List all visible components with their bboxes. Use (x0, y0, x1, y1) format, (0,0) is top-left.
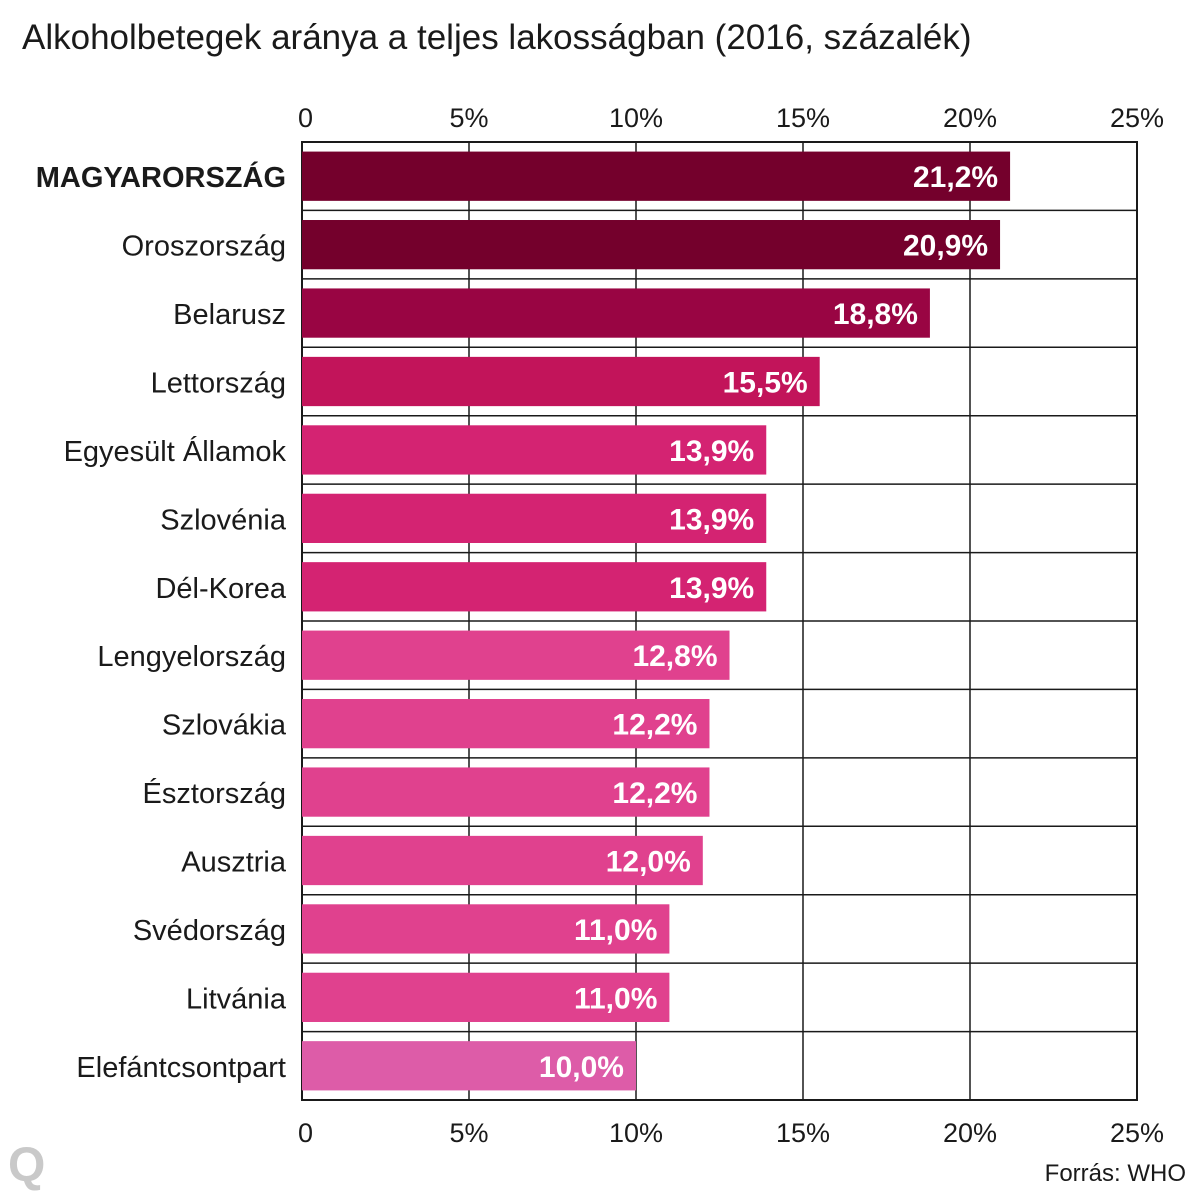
bar (302, 630, 730, 680)
bar-value-label: 20,9% (903, 230, 988, 263)
bar-value-label: 12,8% (632, 640, 717, 673)
source-note: Forrás: WHO (1044, 1160, 1186, 1187)
x-tick-label-top: 5% (449, 103, 488, 133)
bar (302, 425, 767, 475)
category-label: Elefántcsontpart (76, 1052, 286, 1084)
bar (302, 972, 670, 1022)
bar (302, 151, 1011, 201)
x-tick-label-bottom: 25% (1110, 1118, 1164, 1148)
bar (302, 767, 710, 817)
category-label: Svédország (133, 915, 286, 947)
x-tick-label-top: 20% (943, 103, 997, 133)
bar-value-label: 13,9% (669, 435, 754, 468)
bar-value-label: 12,2% (612, 709, 697, 742)
x-tick-label-bottom: 15% (776, 1118, 830, 1148)
category-label: Lengyelország (97, 641, 286, 673)
bar (302, 288, 930, 338)
x-tick-label-top: 15% (776, 103, 830, 133)
x-tick-label-top: 0 (298, 103, 313, 133)
category-label: Oroszország (122, 231, 286, 263)
category-label: Dél-Korea (155, 573, 286, 605)
category-label: Egyesült Államok (64, 435, 287, 468)
bar-value-label: 12,2% (612, 777, 697, 810)
bar-value-label: 15,5% (723, 367, 808, 400)
x-tick-label-bottom: 10% (609, 1118, 663, 1148)
bar (302, 835, 703, 886)
bar (302, 699, 710, 749)
category-label: Litvánia (186, 983, 287, 1015)
x-tick-label-bottom: 0 (298, 1118, 313, 1148)
category-label: Ausztria (181, 847, 287, 879)
bar (302, 904, 670, 954)
bar-value-label: 12,0% (606, 846, 691, 879)
q-logo: Q (8, 1139, 46, 1192)
bar (302, 493, 767, 543)
bar-value-label: 11,0% (574, 914, 657, 947)
bar-value-label: 18,8% (833, 298, 918, 331)
bar-value-label: 10,0% (539, 1051, 624, 1084)
category-label: Észtország (143, 777, 286, 810)
x-tick-label-top: 10% (609, 103, 663, 133)
bar (302, 220, 1001, 270)
category-label: Szlovénia (160, 504, 287, 536)
bar-value-label: 13,9% (669, 503, 754, 536)
category-label: Belarusz (173, 299, 286, 331)
category-label: Szlovákia (162, 710, 287, 742)
x-tick-label-bottom: 20% (943, 1118, 997, 1148)
category-label: MAGYARORSZÁG (36, 160, 286, 194)
bar-value-label: 11,0% (574, 982, 657, 1015)
bar-value-label: 21,2% (913, 161, 998, 194)
x-tick-label-bottom: 5% (449, 1118, 488, 1148)
bar (302, 356, 820, 407)
bar (302, 562, 767, 612)
x-tick-label-top: 25% (1110, 103, 1164, 133)
bar-value-label: 13,9% (669, 572, 754, 605)
bar (302, 1041, 636, 1091)
chart-title: Alkoholbetegek aránya a teljes lakosságb… (22, 18, 972, 57)
category-label: Lettország (151, 368, 286, 400)
